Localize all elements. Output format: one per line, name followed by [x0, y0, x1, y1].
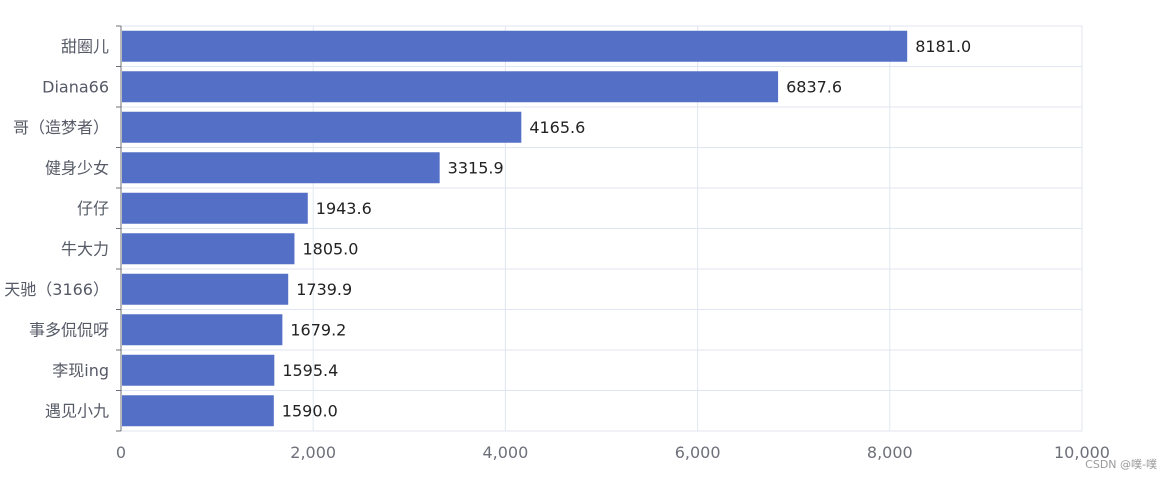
bar-value-label: 6837.6	[786, 77, 842, 96]
x-tick-label: 6,000	[675, 443, 721, 462]
bar	[122, 395, 274, 427]
bar	[122, 192, 308, 224]
grid-lines	[121, 26, 1082, 431]
bar-value-label: 1805.0	[302, 239, 358, 258]
data-labels: 8181.0 6837.6 4165.6 3315.9 1943.6 1805.0 1739…	[282, 37, 971, 421]
bars	[122, 30, 908, 427]
y-category-label: Diana66	[42, 77, 109, 96]
x-axis-labels: 0 2,000 4,000 6,000 8,000 10,000	[116, 443, 1110, 462]
bar	[122, 152, 440, 184]
bar-value-label: 4165.6	[529, 118, 585, 137]
bar-value-label: 1739.9	[296, 280, 352, 299]
bar-value-label: 8181.0	[915, 37, 971, 56]
bar-value-label: 1595.4	[282, 361, 338, 380]
x-tick-label: 2,000	[290, 443, 336, 462]
y-category-label: 牛大力	[61, 239, 109, 258]
y-axis	[116, 25, 122, 432]
x-tick-label: 4,000	[482, 443, 528, 462]
bar	[122, 30, 908, 62]
bar	[122, 354, 275, 386]
bar	[122, 71, 779, 103]
y-category-label: 事多侃侃呀	[29, 320, 109, 339]
bar	[122, 111, 522, 143]
y-category-label: 哥（造梦者）	[13, 118, 109, 137]
y-category-label: 天驰（3166）	[4, 280, 109, 299]
x-tick-label: 0	[116, 443, 126, 462]
y-category-label: 李现ing	[52, 361, 109, 380]
y-category-label: 仔仔	[77, 199, 109, 218]
x-tick-label: 10,000	[1054, 443, 1110, 462]
bar-value-label: 1679.2	[290, 320, 346, 339]
bar	[122, 314, 283, 346]
x-tick-label: 8,000	[867, 443, 913, 462]
bar	[122, 233, 295, 265]
bar-value-label: 1590.0	[282, 401, 338, 420]
bar-value-label: 1943.6	[316, 199, 372, 218]
y-category-label: 健身少女	[45, 158, 109, 177]
y-category-label: 甜圈儿	[61, 37, 109, 56]
bar-value-label: 3315.9	[448, 158, 504, 177]
watermark: CSDN @噗-噗	[1085, 458, 1157, 471]
y-category-label: 遇见小九	[45, 401, 109, 420]
bar	[122, 273, 289, 305]
